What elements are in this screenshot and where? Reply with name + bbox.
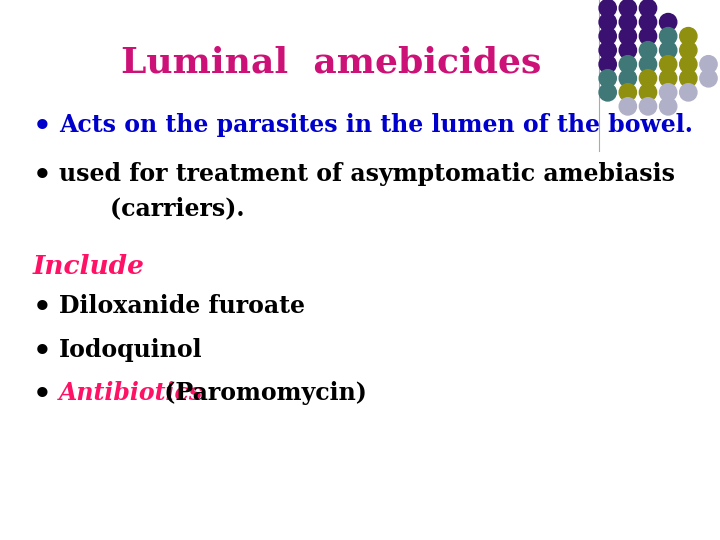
Ellipse shape [700, 56, 717, 73]
Text: •: • [32, 381, 51, 409]
Ellipse shape [599, 28, 616, 45]
Text: (carriers).: (carriers). [77, 196, 245, 220]
Ellipse shape [680, 84, 697, 101]
Ellipse shape [639, 14, 657, 31]
Ellipse shape [619, 98, 636, 115]
Text: Luminal  amebicides: Luminal amebicides [121, 46, 541, 80]
Text: used for treatment of asymptomatic amebiasis: used for treatment of asymptomatic amebi… [59, 162, 675, 186]
Ellipse shape [619, 28, 636, 45]
Text: Acts on the parasites in the lumen of the bowel.: Acts on the parasites in the lumen of th… [59, 113, 693, 137]
Ellipse shape [680, 28, 697, 45]
Ellipse shape [660, 42, 677, 59]
Ellipse shape [660, 84, 677, 101]
Ellipse shape [680, 42, 697, 59]
Ellipse shape [660, 28, 677, 45]
Ellipse shape [619, 56, 636, 73]
Ellipse shape [639, 98, 657, 115]
Ellipse shape [660, 70, 677, 87]
Ellipse shape [599, 84, 616, 101]
Text: (Paromomycin): (Paromomycin) [156, 381, 367, 404]
Text: •: • [32, 294, 51, 322]
Ellipse shape [599, 42, 616, 59]
Ellipse shape [619, 70, 636, 87]
Ellipse shape [639, 56, 657, 73]
Ellipse shape [639, 70, 657, 87]
Ellipse shape [660, 14, 677, 31]
Ellipse shape [639, 28, 657, 45]
Ellipse shape [660, 56, 677, 73]
Ellipse shape [599, 0, 616, 17]
Text: Include: Include [32, 254, 144, 279]
Ellipse shape [599, 14, 616, 31]
Ellipse shape [639, 42, 657, 59]
Text: •: • [32, 162, 51, 190]
Ellipse shape [619, 0, 636, 17]
Ellipse shape [639, 0, 657, 17]
Ellipse shape [660, 98, 677, 115]
Ellipse shape [619, 84, 636, 101]
Ellipse shape [599, 56, 616, 73]
Text: Diloxanide furoate: Diloxanide furoate [59, 294, 305, 318]
Text: Antibiotics: Antibiotics [59, 381, 203, 404]
Ellipse shape [619, 14, 636, 31]
Ellipse shape [680, 56, 697, 73]
Ellipse shape [680, 70, 697, 87]
Text: Iodoquinol: Iodoquinol [59, 338, 202, 361]
Text: •: • [32, 338, 51, 366]
Ellipse shape [700, 70, 717, 87]
Text: •: • [32, 113, 51, 141]
Ellipse shape [639, 84, 657, 101]
Ellipse shape [619, 42, 636, 59]
Ellipse shape [599, 70, 616, 87]
